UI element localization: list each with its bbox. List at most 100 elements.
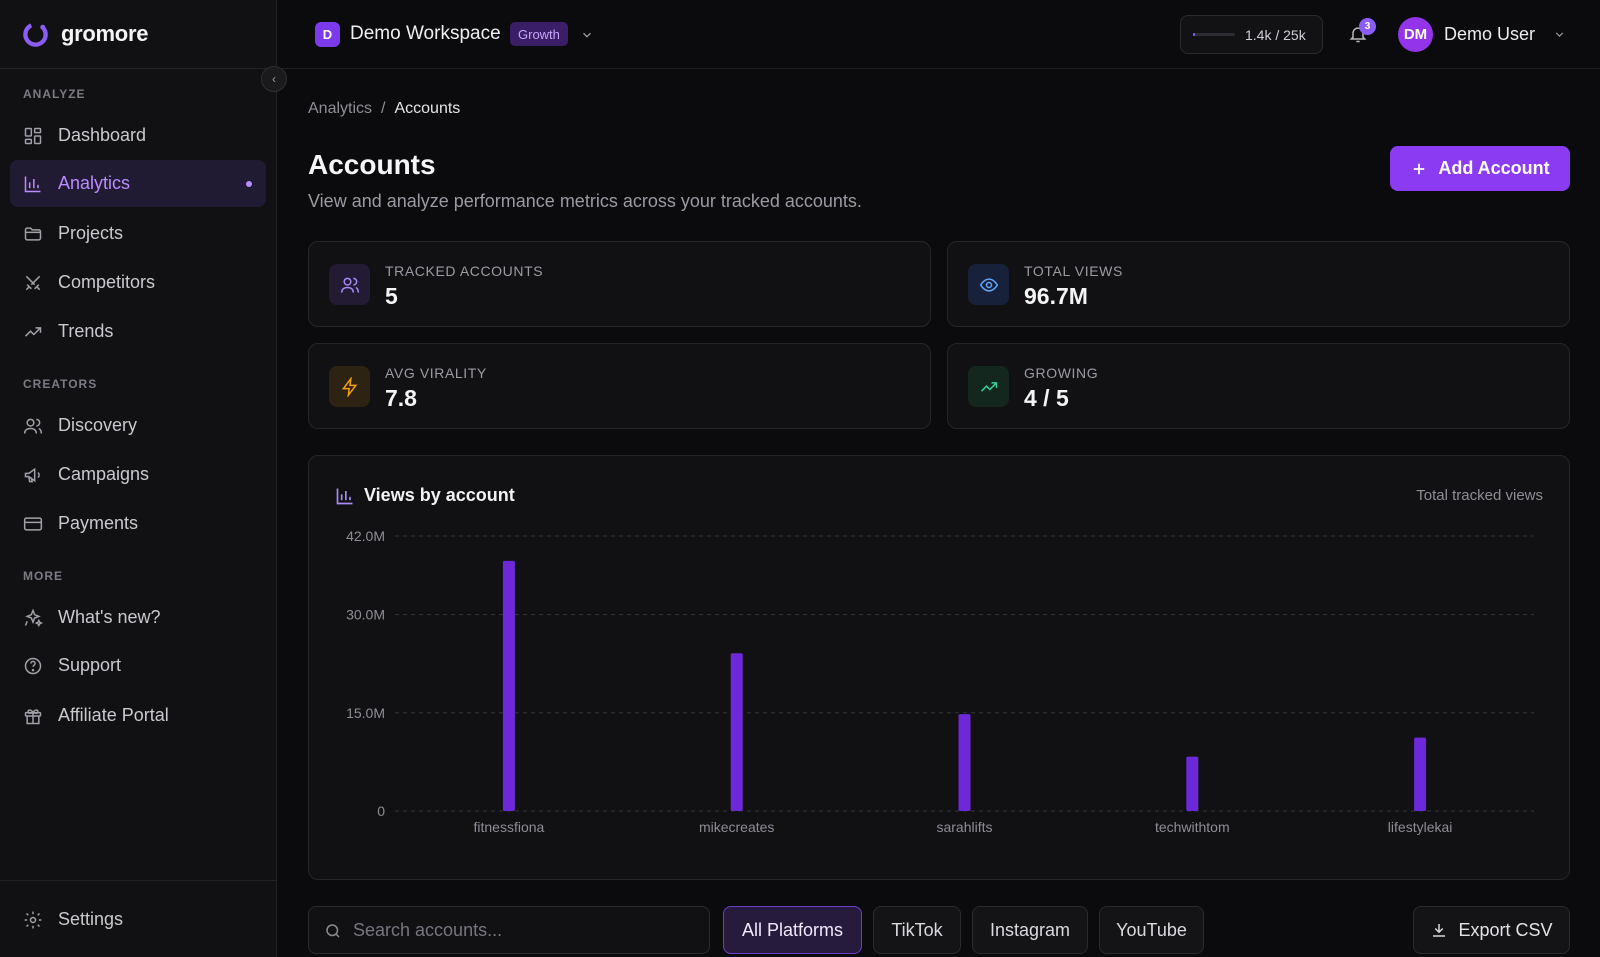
sidebar-item-label: Affiliate Portal: [58, 705, 169, 725]
section-label-more: MORE: [23, 569, 63, 583]
stat-label: GROWING: [1024, 365, 1099, 381]
sidebar-item-label: Dashboard: [58, 125, 147, 145]
sidebar-item-dashboard[interactable]: Dashboard: [10, 112, 266, 159]
users-icon: [340, 277, 359, 293]
stat-label: TOTAL VIEWS: [1024, 263, 1123, 279]
sidebar-item-label: Payments: [58, 513, 139, 533]
workspace-avatar[interactable]: D: [315, 22, 340, 47]
grid-icon: [24, 127, 42, 144]
sidebar-item-analytics[interactable]: Analytics: [10, 160, 266, 207]
stat-icon-wrap: [329, 366, 370, 407]
topbar: D Demo Workspace Growth 1.4k / 25k 3 DM …: [277, 0, 1600, 69]
swords-icon: [25, 275, 41, 290]
export-csv-label: Export CSV: [1458, 919, 1553, 940]
views-by-account-chart-card: Views by account Total tracked views 0 15…: [308, 455, 1570, 880]
sidebar-item-label: Campaigns: [58, 464, 150, 484]
help-circle-icon: [24, 657, 42, 674]
filter-youtube[interactable]: YouTube: [1099, 906, 1204, 954]
filter-tiktok[interactable]: TikTok: [873, 906, 961, 954]
y-tick-label: 0: [377, 803, 385, 819]
eye-icon: [979, 277, 998, 292]
brand-name: gromore: [61, 21, 149, 46]
bar-lifestylekai[interactable]: [1414, 737, 1427, 811]
search-input[interactable]: [353, 907, 703, 953]
sidebar-item-label: Trends: [58, 321, 114, 341]
chevron-left-icon: ‹: [272, 72, 276, 86]
bar-chart: 0 15.0M 30.0M 42.0M fitnessfiona mikecreates s…: [346, 528, 1534, 835]
download-icon: [1433, 924, 1446, 937]
sidebar-item-discovery[interactable]: Discovery: [10, 402, 266, 449]
user-name[interactable]: Demo User: [1444, 24, 1536, 44]
sidebar-item-affiliate-portal[interactable]: Affiliate Portal: [10, 692, 266, 739]
section-label-creators: CREATORS: [23, 377, 98, 391]
sidebar-item-whats-new[interactable]: What's new?: [10, 594, 266, 641]
usage-progress-fill: [1193, 33, 1196, 36]
chart-subtitle: Total tracked views: [1416, 487, 1543, 504]
stat-card-growing: GROWING 4 / 5: [947, 343, 1570, 429]
search-box: [308, 906, 710, 954]
sidebar-item-label: Support: [58, 655, 122, 675]
sidebar-item-label: Settings: [58, 909, 124, 929]
chevron-down-icon[interactable]: [1553, 28, 1566, 41]
trending-up-icon: [24, 326, 42, 337]
x-tick-label: mikecreates: [699, 819, 774, 835]
bar-chart-icon: [24, 176, 41, 192]
user-avatar[interactable]: DM: [1398, 17, 1433, 52]
breadcrumb-separator: /: [381, 100, 386, 117]
bar-mikecreates[interactable]: [730, 653, 743, 811]
gromore-logo-icon: [23, 21, 48, 47]
stat-icon-wrap: [968, 264, 1009, 305]
y-tick-label: 30.0M: [346, 607, 385, 623]
export-csv-button[interactable]: Export CSV: [1413, 906, 1570, 954]
breadcrumb: Analytics / Accounts: [308, 100, 460, 118]
notification-count-badge: 3: [1359, 18, 1376, 35]
plan-badge: Growth: [510, 22, 568, 46]
filter-instagram[interactable]: Instagram: [972, 906, 1088, 954]
sidebar-item-settings[interactable]: Settings: [10, 896, 266, 943]
sidebar: gromore ‹ ANALYZE Dashboard Analytics Pr…: [0, 0, 287, 957]
workspace-name[interactable]: Demo Workspace: [350, 23, 501, 44]
stat-card-total-views: TOTAL VIEWS 96.7M: [947, 241, 1570, 327]
usage-meter[interactable]: 1.4k / 25k: [1180, 15, 1323, 54]
collapse-sidebar-button[interactable]: ‹: [261, 66, 287, 92]
page-title: Accounts: [308, 149, 436, 180]
sidebar-item-support[interactable]: Support: [10, 642, 266, 689]
zap-icon: [341, 376, 357, 397]
megaphone-icon: [24, 467, 40, 482]
sparkles-icon: [24, 607, 43, 627]
x-tick-label: lifestylekai: [1388, 819, 1453, 835]
sidebar-footer: Settings: [0, 880, 277, 957]
bar-fitnessfiona[interactable]: [502, 560, 515, 811]
sidebar-item-payments[interactable]: Payments: [10, 500, 266, 547]
stat-value: 96.7M: [1024, 283, 1088, 309]
stat-card-avg-virality: AVG VIRALITY 7.8: [308, 343, 931, 429]
stat-value: 7.8: [385, 385, 417, 411]
bar-techwithtom[interactable]: [1186, 756, 1199, 811]
stat-icon-wrap: [968, 366, 1009, 407]
usage-progress-track: [1193, 33, 1235, 36]
breadcrumb-link-analytics[interactable]: Analytics: [308, 100, 373, 117]
stat-value: 5: [385, 283, 398, 309]
sidebar-item-competitors[interactable]: Competitors: [10, 259, 266, 306]
chevron-down-icon[interactable]: [580, 28, 594, 42]
sidebar-item-trends[interactable]: Trends: [10, 308, 266, 355]
active-indicator-dot: [246, 181, 252, 187]
stat-icon-wrap: [329, 264, 370, 305]
trending-up-icon: [980, 381, 997, 392]
x-tick-label: sarahlifts: [936, 819, 992, 835]
plus-icon: [1414, 163, 1425, 174]
breadcrumb-current: Accounts: [394, 100, 461, 117]
section-label-analyze: ANALYZE: [23, 87, 86, 101]
bar-sarahlifts[interactable]: [958, 714, 971, 811]
y-tick-label: 42.0M: [346, 528, 385, 544]
sidebar-item-campaigns[interactable]: Campaigns: [10, 451, 266, 498]
filter-all-platforms[interactable]: All Platforms: [723, 906, 862, 954]
usage-text: 1.4k / 25k: [1245, 26, 1306, 43]
gift-icon: [24, 708, 42, 724]
brand[interactable]: gromore: [0, 0, 276, 69]
stat-card-tracked-accounts: TRACKED ACCOUNTS 5: [308, 241, 931, 327]
add-account-button[interactable]: Add Account: [1390, 146, 1570, 191]
add-account-label: Add Account: [1438, 158, 1550, 178]
sidebar-item-projects[interactable]: Projects: [10, 210, 266, 257]
users-icon: [23, 418, 43, 434]
